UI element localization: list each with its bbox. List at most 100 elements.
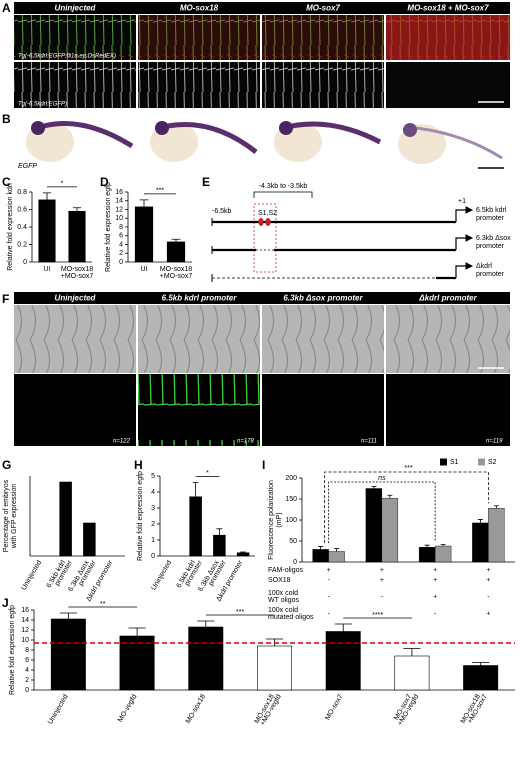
y-tick-label: 2 bbox=[25, 677, 29, 684]
image bbox=[14, 15, 136, 60]
arrowhead bbox=[465, 262, 474, 270]
y-tick-label: 12 bbox=[21, 627, 29, 634]
promoter-diagram bbox=[211, 191, 474, 282]
y-tick-label: 14 bbox=[21, 617, 29, 624]
site bbox=[265, 218, 271, 226]
significance-label: ns bbox=[378, 475, 386, 482]
column-header: Uninjected bbox=[55, 294, 97, 303]
column-header: MO-sox18 bbox=[180, 4, 219, 13]
bar bbox=[394, 655, 430, 691]
y-tick-label: 4 bbox=[119, 241, 123, 248]
region-label: -4.3kb to -3.5kb bbox=[259, 183, 308, 190]
panel-label: A bbox=[2, 1, 11, 15]
image bbox=[138, 374, 260, 446]
error-bar bbox=[334, 548, 340, 552]
bar bbox=[188, 626, 224, 691]
significance-label: * bbox=[206, 470, 209, 477]
legend-swatch bbox=[440, 458, 447, 466]
embryo bbox=[26, 121, 134, 162]
x-tick-label: +MO-sox7 bbox=[61, 273, 94, 280]
count-label: n=111 bbox=[361, 439, 377, 445]
row-label: 100x cold bbox=[268, 607, 298, 614]
bar bbox=[83, 522, 96, 557]
table-cell: - bbox=[487, 593, 490, 600]
y-tick-label: 0 bbox=[119, 259, 123, 266]
y-tick-label: 0 bbox=[25, 687, 29, 694]
x-tick-label: MO-sox7 bbox=[324, 693, 344, 721]
x-tick-label: Uninjected bbox=[47, 693, 70, 725]
y-tick-label: 14 bbox=[115, 198, 123, 205]
y-axis-label: with GFP expression bbox=[11, 484, 18, 550]
table-cell: - bbox=[381, 610, 384, 617]
bar bbox=[472, 522, 489, 563]
y-axis-label: Percentage of embryos bbox=[3, 479, 10, 552]
tss-label: +1 bbox=[458, 198, 466, 205]
bar bbox=[134, 206, 154, 263]
error-bar bbox=[216, 528, 223, 536]
count-label: n=178 bbox=[237, 439, 255, 445]
column-header: MO-sox18 + MO-sox7 bbox=[407, 4, 489, 13]
y-tick-label: 0.6 bbox=[17, 206, 27, 213]
image-tint bbox=[262, 15, 384, 60]
x-tick-label: MO-sox18 bbox=[185, 693, 207, 725]
image bbox=[262, 62, 384, 108]
construct-label: promoter bbox=[476, 215, 505, 222]
bar bbox=[166, 241, 186, 263]
image bbox=[262, 305, 384, 373]
bar bbox=[119, 635, 155, 691]
bar bbox=[236, 552, 250, 557]
y-tick-label: 200 bbox=[285, 475, 297, 482]
y-tick-label: 50 bbox=[289, 538, 297, 545]
table-cell: - bbox=[381, 593, 384, 600]
x-tick-label: +MO-sox7 bbox=[160, 273, 193, 280]
bar bbox=[257, 645, 292, 691]
panel-label: B bbox=[2, 112, 11, 126]
y-tick-label: 5 bbox=[151, 473, 155, 480]
table-cell: + bbox=[486, 610, 490, 617]
bar bbox=[418, 547, 436, 563]
error-bar bbox=[240, 551, 247, 553]
panel-label: H bbox=[134, 458, 143, 472]
x-tick-label: Uninjected bbox=[21, 559, 44, 591]
y-tick-label: 0 bbox=[23, 259, 27, 266]
bar bbox=[213, 534, 226, 557]
legend-label: S1 bbox=[450, 459, 459, 466]
y-tick-label: 3 bbox=[151, 505, 155, 512]
y-tick-label: 2 bbox=[119, 250, 123, 257]
bar bbox=[50, 618, 86, 691]
error-bar bbox=[42, 192, 52, 200]
error-bar bbox=[318, 546, 324, 550]
start-label: -6.5kb bbox=[212, 208, 232, 215]
error-bar bbox=[472, 662, 490, 666]
column-header: Δkdrl promoter bbox=[418, 294, 477, 303]
column-header: 6.5kb kdrl promoter bbox=[162, 294, 238, 303]
image bbox=[138, 15, 260, 60]
bar bbox=[189, 496, 202, 557]
panel-label: E bbox=[202, 175, 210, 189]
y-tick-label: 6 bbox=[119, 233, 123, 240]
panel-a-images bbox=[14, 2, 510, 108]
x-tick-label: UI bbox=[141, 266, 148, 273]
bar bbox=[68, 210, 86, 263]
image bbox=[14, 62, 136, 108]
y-tick-label: 0 bbox=[151, 553, 155, 560]
x-tick-label: MO-sox18 bbox=[160, 266, 192, 273]
y-tick-label: 16 bbox=[21, 607, 29, 614]
bar bbox=[59, 481, 72, 557]
y-axis-label: (mP) bbox=[276, 512, 283, 527]
significance-line bbox=[328, 481, 436, 544]
column-header: Uninjected bbox=[55, 4, 97, 13]
table-cell: + bbox=[486, 567, 490, 574]
embryo bbox=[274, 121, 382, 162]
image bbox=[386, 62, 510, 108]
arrow bbox=[455, 209, 468, 222]
region-bracket bbox=[253, 191, 313, 198]
caption: EGFP bbox=[18, 163, 37, 170]
arrow bbox=[455, 265, 468, 278]
legend-swatch bbox=[478, 458, 485, 466]
error-bar bbox=[72, 207, 82, 212]
y-tick-label: 4 bbox=[25, 667, 29, 674]
error-bar bbox=[403, 648, 421, 656]
significance-label: *** bbox=[404, 465, 412, 472]
